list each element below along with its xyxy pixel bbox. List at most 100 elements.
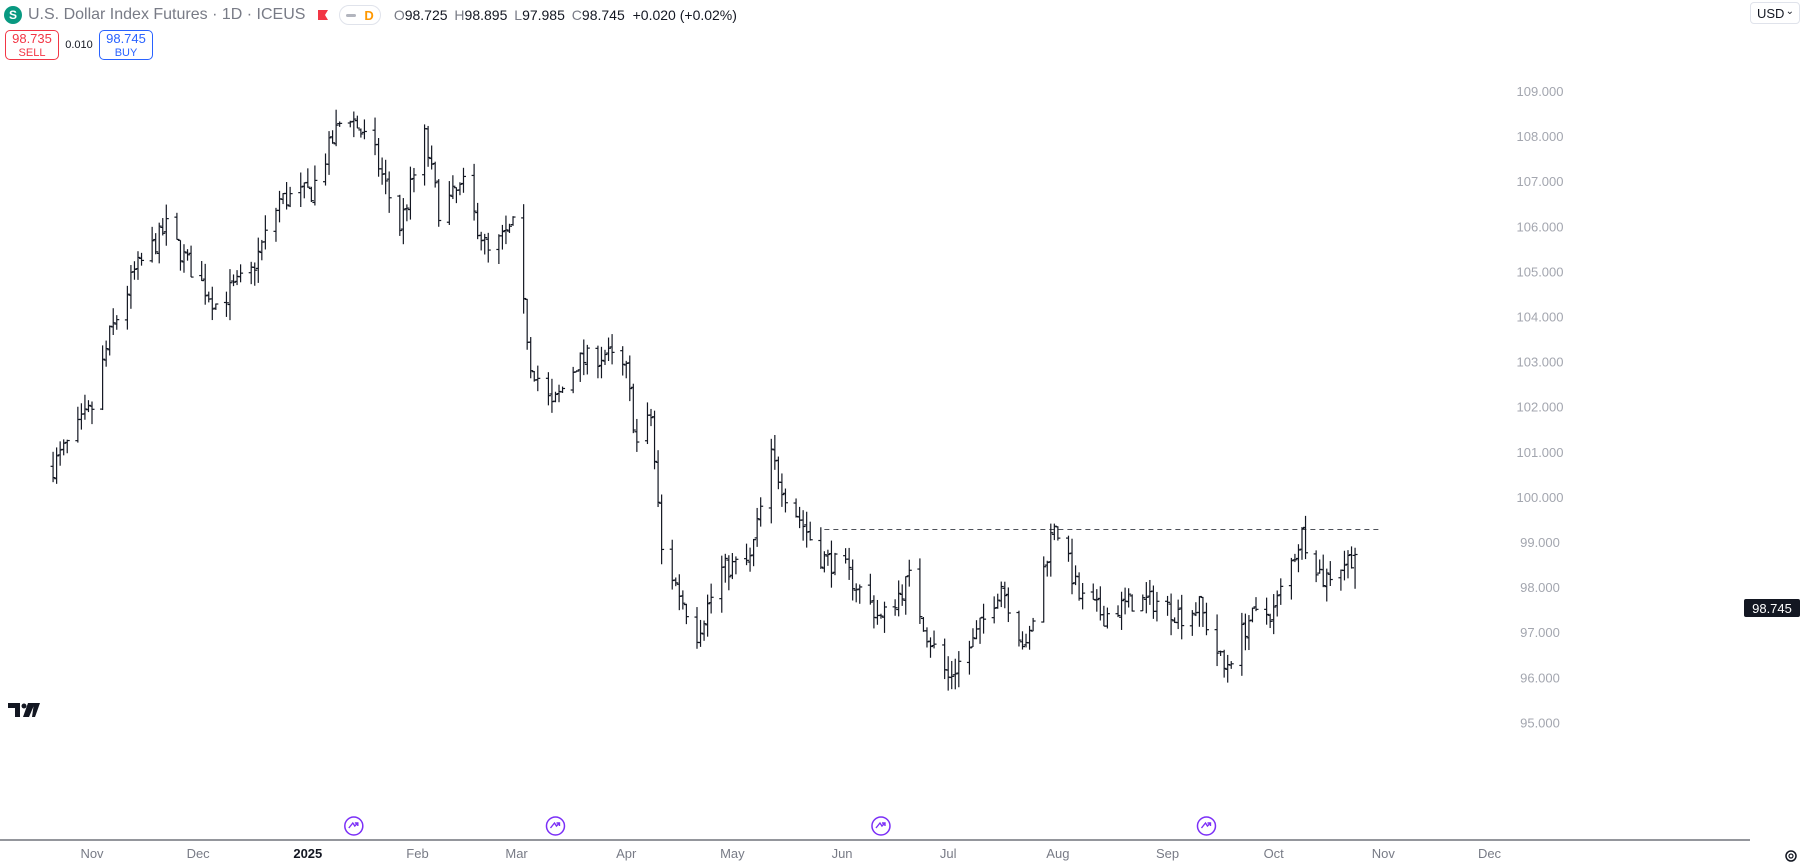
ohlc-bar bbox=[1030, 617, 1036, 632]
ohlc-bar bbox=[1150, 585, 1156, 619]
ohlc-bar bbox=[57, 441, 63, 466]
ohlc-bar bbox=[400, 198, 406, 245]
ohlc-bar bbox=[545, 372, 551, 406]
sell-button[interactable]: 98.735 SELL bbox=[5, 30, 59, 60]
ohlc-bar bbox=[581, 339, 587, 376]
ohlc-bar bbox=[181, 244, 187, 273]
ohlc-bar bbox=[970, 628, 976, 648]
ohlc-bar bbox=[807, 521, 813, 541]
currency-select[interactable]: USD ⌄ bbox=[1750, 2, 1800, 24]
ohlc-bar bbox=[917, 558, 923, 624]
ohlc-bar bbox=[1274, 590, 1280, 617]
ohlc-bar bbox=[89, 401, 95, 425]
ohlc-bar bbox=[255, 237, 261, 283]
collapse-dash-icon bbox=[346, 13, 357, 17]
ohlc-bar bbox=[584, 344, 590, 375]
ohlc-bar bbox=[998, 581, 1004, 608]
settings-gear-icon[interactable] bbox=[1784, 849, 1798, 863]
ohlc-bar bbox=[779, 473, 785, 507]
ohlc-bar bbox=[457, 182, 463, 196]
ohlc-bar bbox=[1143, 582, 1149, 614]
y-tick-label: 99.000 bbox=[1520, 535, 1560, 550]
event-marker-icon[interactable] bbox=[871, 816, 891, 836]
last-price-badge-bg bbox=[1744, 599, 1800, 617]
ohlc-bar bbox=[722, 553, 728, 583]
change-value: +0.020 (+0.02%) bbox=[632, 7, 737, 23]
ohlc-bar bbox=[273, 207, 279, 242]
ohlc-bar bbox=[620, 346, 626, 376]
ohlc-bar bbox=[397, 194, 403, 236]
ohlc-bar bbox=[630, 383, 636, 434]
ohlc-bar bbox=[361, 119, 367, 140]
ohlc-bar bbox=[1239, 612, 1245, 676]
low-value: 97.985 bbox=[522, 7, 565, 23]
y-tick-label: 107.000 bbox=[1517, 174, 1564, 189]
ohlc-bar bbox=[110, 308, 116, 336]
ohlc-bar bbox=[1016, 610, 1022, 647]
ohlc-bar bbox=[252, 262, 258, 286]
ohlc-bar bbox=[1295, 544, 1301, 573]
ohlc-bar bbox=[977, 617, 983, 644]
ohlc-bar bbox=[475, 202, 481, 240]
ohlc-bar bbox=[775, 456, 781, 490]
ohlc-bar bbox=[1154, 591, 1160, 622]
ohlc-bar bbox=[606, 337, 612, 361]
ohlc-bar bbox=[896, 580, 902, 617]
ohlc-bar bbox=[655, 450, 661, 508]
ohlc-bar bbox=[160, 218, 166, 236]
ohlc-bar bbox=[1147, 579, 1153, 605]
ohlc-bar bbox=[602, 349, 608, 366]
ohlc-bar bbox=[1094, 589, 1100, 612]
open-value: 98.725 bbox=[404, 7, 448, 23]
tradingview-logo-icon[interactable] bbox=[8, 703, 40, 717]
ohlc-bar bbox=[284, 182, 290, 210]
ohlc-bar bbox=[1126, 588, 1132, 608]
ohlc-bar bbox=[174, 212, 180, 241]
ohlc-bar bbox=[1041, 556, 1047, 623]
ohlc-bar bbox=[1119, 591, 1125, 630]
ohlc-bar bbox=[1101, 605, 1107, 627]
currency-value: USD bbox=[1757, 5, 1785, 21]
timeframe-pill[interactable]: D bbox=[339, 5, 381, 25]
ohlc-bar bbox=[981, 603, 987, 634]
ohlc-bar bbox=[499, 224, 505, 250]
ohlc-bar bbox=[262, 215, 268, 250]
symbol-logo-icon[interactable]: S bbox=[4, 6, 22, 24]
ohlc-bar bbox=[598, 346, 604, 379]
ohlc-bar bbox=[411, 167, 417, 193]
event-markers bbox=[344, 816, 1217, 836]
ohlc-bar bbox=[892, 599, 898, 616]
ohlc-bar bbox=[1264, 597, 1270, 625]
ohlc-bar bbox=[1352, 547, 1358, 589]
event-marker-icon[interactable] bbox=[545, 816, 566, 836]
ohlc-bar bbox=[1313, 550, 1319, 583]
ohlc-bar bbox=[432, 161, 438, 188]
ohlc-bar bbox=[1242, 613, 1248, 651]
ohlc-bar bbox=[956, 651, 962, 688]
event-marker-icon[interactable] bbox=[344, 816, 364, 836]
buy-button[interactable]: 98.745 BUY bbox=[99, 30, 153, 60]
ohlc-bar bbox=[673, 577, 679, 587]
ohlc-bar bbox=[206, 291, 212, 303]
y-tick-label: 95.000 bbox=[1520, 715, 1560, 730]
ohlc-bar bbox=[404, 204, 410, 222]
ohlc-bar bbox=[903, 576, 909, 615]
ohlc-bar bbox=[50, 451, 56, 483]
ohlc-bar bbox=[952, 658, 958, 690]
x-tick-label: Oct bbox=[1264, 846, 1285, 861]
ohlc-bar bbox=[82, 394, 88, 420]
ohlc-bar bbox=[966, 640, 972, 675]
ohlc-bar bbox=[1002, 581, 1008, 609]
ohlc-bar bbox=[407, 166, 413, 220]
ohlc-bar bbox=[634, 418, 640, 452]
ohlc-bar bbox=[506, 223, 512, 234]
ohlc-bar bbox=[460, 167, 466, 193]
symbol-title[interactable]: U.S. Dollar Index Futures · 1D · ICEUS bbox=[28, 6, 306, 23]
ohlc-bar bbox=[1090, 583, 1096, 601]
ohlc-bar bbox=[825, 549, 831, 566]
event-marker-icon[interactable] bbox=[1196, 816, 1217, 836]
ohlc-bar bbox=[277, 190, 283, 223]
flag-icon[interactable] bbox=[317, 9, 329, 21]
x-tick-label: Dec bbox=[187, 846, 211, 861]
